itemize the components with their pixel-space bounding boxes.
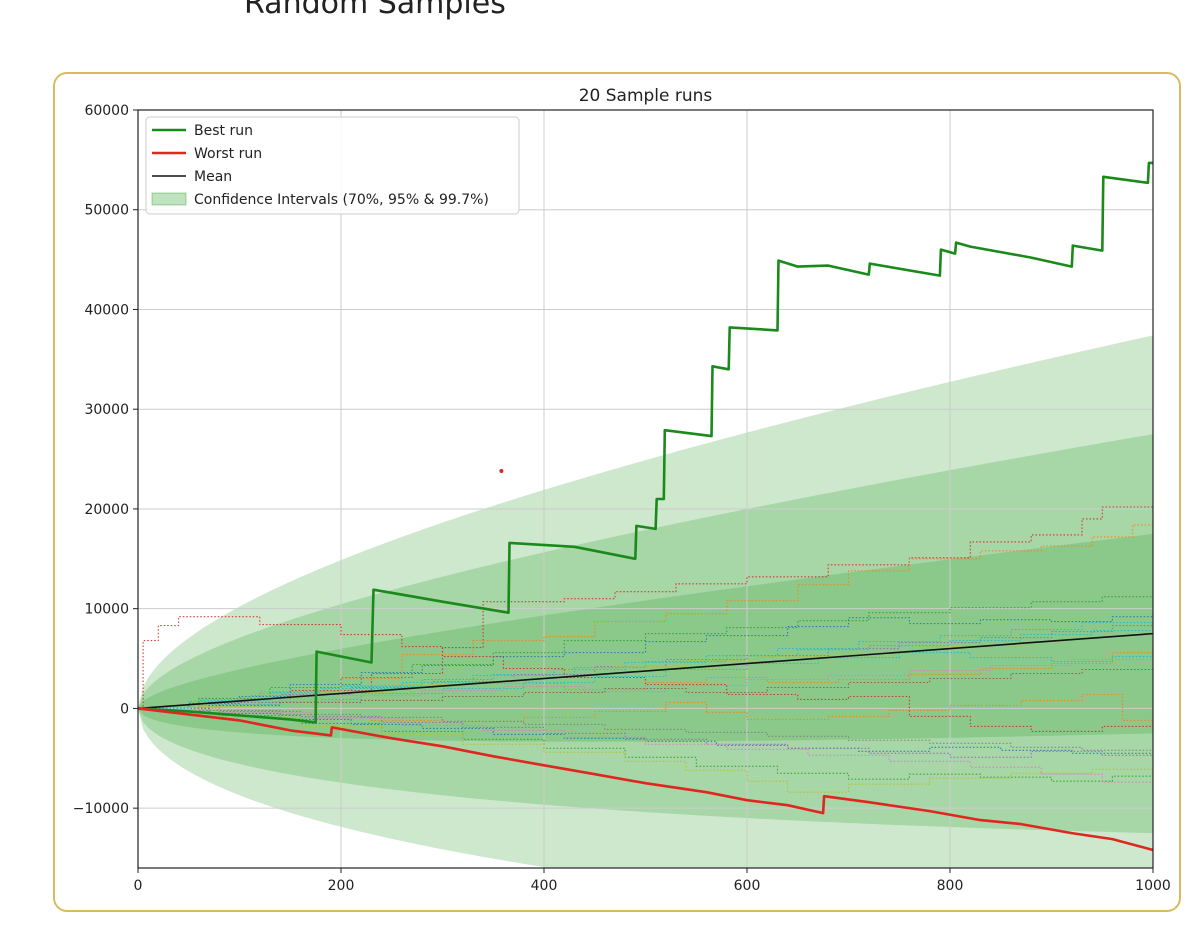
sample-runs (138, 506, 1153, 793)
sample-run-line (138, 631, 1153, 709)
worst-run-line (138, 707, 1153, 852)
legend-label: Mean (194, 169, 232, 185)
plot-frame (137, 109, 1154, 869)
x-tick-label: 200 (328, 878, 355, 894)
sample-run-line (138, 707, 1153, 755)
y-tick-label: 40000 (84, 302, 129, 318)
legend-label: Worst run (194, 146, 262, 162)
mean-line (138, 632, 1153, 710)
y-tick-label: 10000 (84, 602, 129, 618)
red-marker-dot (499, 469, 504, 474)
sample-run-line (138, 625, 1153, 709)
legend-label: Confidence Intervals (70%, 95% & 99.7%) (194, 192, 489, 208)
y-tick-label: 50000 (84, 203, 129, 219)
main-series (138, 161, 1153, 852)
y-axis-ticks: −10000 0 10000 20000 30000 40000 50000 60000 (73, 103, 138, 817)
y-tick-label: 0 (120, 701, 129, 717)
legend: Best run Worst run Mean Confidence Interval… (145, 116, 520, 215)
x-tick-label: 0 (134, 878, 143, 894)
x-axis-ticks: 0 200 400 600 800 1000 (134, 868, 1171, 894)
y-tick-label: 30000 (84, 402, 129, 418)
legend-label: Best run (194, 123, 253, 139)
sample-run-line (138, 665, 1153, 709)
chart-title: 20 Sample runs (579, 86, 713, 106)
y-tick-label: −10000 (73, 801, 129, 817)
sample-run-line (138, 614, 1153, 709)
x-tick-label: 800 (937, 878, 964, 894)
x-tick-label: 400 (531, 878, 558, 894)
y-tick-label: 20000 (84, 502, 129, 518)
sample-run-line (138, 506, 1153, 709)
legend-box (145, 116, 520, 215)
sample-run-line (138, 707, 1153, 782)
x-tick-label: 600 (734, 878, 761, 894)
confidence-band-997 (138, 335, 1153, 868)
sample-run-line (138, 707, 1153, 791)
sample-run-line (138, 707, 1153, 793)
best-run-line (138, 161, 1153, 724)
sample-run-line (138, 654, 1153, 709)
sample-run-line (138, 707, 1153, 759)
page-heading: Random Samples (244, 0, 506, 21)
x-tick-label: 1000 (1135, 878, 1171, 894)
y-tick-label: 60000 (84, 103, 129, 119)
sample-run-line (138, 693, 1153, 722)
legend-swatch-patch (151, 192, 187, 206)
